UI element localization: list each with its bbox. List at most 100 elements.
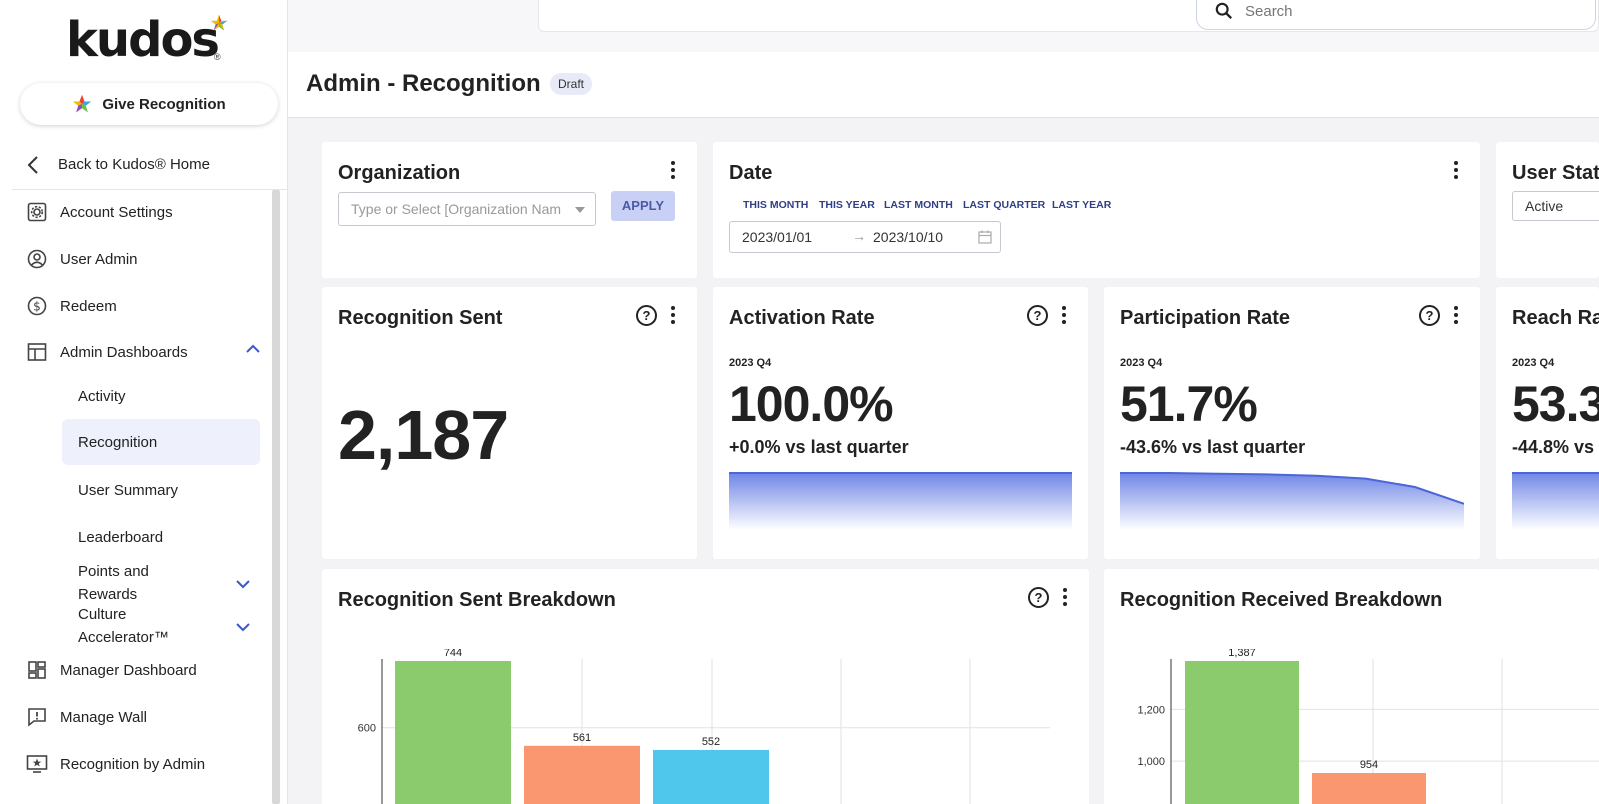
sidebar-item-manager-dashboard[interactable]: Manager Dashboard: [26, 654, 262, 686]
start-date[interactable]: 2023/01/01: [742, 229, 813, 245]
recognition-received-breakdown-card: Recognition Received Breakdown 1,200 1,00…: [1104, 569, 1599, 804]
chevron-down-icon[interactable]: [236, 579, 250, 589]
help-icon[interactable]: ?: [636, 305, 657, 326]
give-recognition-button[interactable]: Give Recognition: [20, 83, 278, 125]
card-title: Recognition Received Breakdown: [1120, 589, 1443, 611]
sidebar-item-redeem[interactable]: $ Redeem: [26, 290, 262, 322]
date-option-this-year[interactable]: THIS YEAR: [819, 199, 875, 211]
kudos-logo[interactable]: kudos ®: [66, 10, 236, 70]
period-label: 2023 Q4: [1512, 357, 1555, 369]
sidebar-item-manage-wall[interactable]: Manage Wall: [26, 701, 262, 733]
give-recognition-label: Give Recognition: [102, 95, 226, 113]
activation-sparkline: [729, 472, 1072, 530]
date-option-last-month[interactable]: LAST MONTH: [884, 199, 953, 211]
user-status-select[interactable]: Active: [1512, 191, 1599, 221]
organization-filter-card: Organization Type or Select [Organizatio…: [322, 142, 697, 278]
date-option-last-year[interactable]: LAST YEAR: [1052, 199, 1112, 211]
sidebar-item-admin-dashboards[interactable]: Admin Dashboards: [26, 336, 262, 368]
date-range-picker[interactable]: 2023/01/01 → 2023/10/10: [729, 221, 1001, 253]
sidebar-scrollbar[interactable]: [272, 190, 280, 804]
subitem-label-line1: Culture: [78, 606, 127, 623]
more-options-icon[interactable]: [668, 160, 678, 180]
bar: [395, 661, 511, 804]
sidebar-item-label: Redeem: [60, 297, 117, 315]
more-options-icon[interactable]: [1451, 305, 1461, 325]
more-options-icon[interactable]: [1451, 160, 1461, 180]
sent-breakdown-chart: 600 744 561 552: [358, 649, 1050, 804]
y-tick-label: 600: [358, 723, 376, 735]
subitem-label: User Summary: [78, 481, 179, 499]
card-title: Participation Rate: [1120, 307, 1291, 329]
data-label: 744: [444, 649, 462, 659]
back-to-home-link[interactable]: Back to Kudos® Home: [12, 140, 288, 190]
registered-mark: ®: [214, 52, 221, 62]
date-option-last-quarter[interactable]: LAST QUARTER: [963, 199, 1046, 211]
bar: [524, 745, 640, 804]
chevron-left-icon: [27, 155, 38, 174]
sidebar-item-account-settings[interactable]: Account Settings: [26, 196, 262, 228]
y-tick-label: 1,000: [1137, 756, 1165, 768]
search-icon: [1215, 2, 1233, 20]
date-option-this-month[interactable]: THIS MONTH: [743, 199, 809, 211]
more-options-icon[interactable]: [1059, 305, 1069, 325]
organization-select[interactable]: Type or Select [Organization Nam: [338, 192, 596, 226]
dollar-circle-icon: $: [26, 295, 48, 317]
y-tick-label: 1,200: [1137, 704, 1165, 716]
sidebar-item-label: Account Settings: [60, 203, 173, 221]
data-label: 552: [702, 736, 720, 748]
arrow-right-icon: →: [852, 228, 866, 244]
logo-star-icon: [210, 14, 228, 31]
card-title: Activation Rate: [729, 307, 875, 329]
search-box[interactable]: [1196, 0, 1596, 30]
organization-placeholder: Type or Select [Organization Nam: [351, 201, 562, 217]
sidebar-subitem-culture-accelerator[interactable]: Culture Accelerator™: [78, 603, 198, 649]
help-icon[interactable]: ?: [1028, 587, 1049, 608]
sidebar-subitem-points-rewards[interactable]: Points and Rewards: [78, 560, 198, 606]
reach-sparkline: [1512, 472, 1599, 530]
bar: [1185, 661, 1299, 804]
sidebar-item-label: Admin Dashboards: [60, 343, 188, 361]
subitem-label: Activity: [78, 387, 126, 405]
help-icon[interactable]: ?: [1027, 305, 1048, 326]
caret-down-icon: [575, 207, 585, 213]
sidebar-item-label: Manager Dashboard: [60, 661, 197, 679]
data-label: 1,387: [1228, 649, 1256, 659]
recognition-sent-card: Recognition Sent ? 2,187: [322, 287, 697, 559]
recognition-sent-value: 2,187: [338, 396, 509, 474]
sidebar-subitem-user-summary[interactable]: User Summary: [62, 467, 260, 513]
help-icon[interactable]: ?: [1419, 305, 1440, 326]
participation-delta: -43.6% vs last quarter: [1120, 437, 1306, 457]
bar: [1312, 773, 1426, 804]
participation-sparkline: [1120, 472, 1464, 530]
more-options-icon[interactable]: [1060, 587, 1070, 607]
end-date[interactable]: 2023/10/10: [873, 229, 944, 245]
subitem-label-line2: Rewards: [78, 586, 138, 603]
sidebar-subitem-activity[interactable]: Activity: [62, 373, 260, 419]
reach-rate-card: Reach Ra 2023 Q4 53.3 -44.8% vs la: [1496, 287, 1599, 559]
back-link-label: Back to Kudos® Home: [58, 156, 210, 173]
more-options-icon[interactable]: [668, 305, 678, 325]
recognition-sent-breakdown-card: Recognition Sent Breakdown ? 600 744 561 55…: [322, 569, 1089, 804]
sidebar-item-user-admin[interactable]: User Admin: [26, 243, 262, 275]
multicolor-star-icon: [73, 94, 92, 113]
sparkline-area: [729, 473, 1072, 530]
gear-icon: [26, 201, 48, 223]
date-filter-card: Date THIS MONTH THIS YEAR LAST MONTH LAS…: [713, 142, 1480, 278]
logo-wordmark: kudos: [66, 12, 220, 68]
activation-rate-card: Activation Rate ? 2023 Q4 100.0% +0.0% v…: [713, 287, 1088, 559]
chevron-down-icon[interactable]: [236, 622, 250, 632]
activation-delta: +0.0% vs last quarter: [729, 437, 909, 457]
subitem-label: Recognition: [78, 433, 158, 451]
sidebar-item-recognition-by-admin[interactable]: Recognition by Admin: [26, 748, 262, 780]
sidebar-subitem-recognition[interactable]: Recognition: [62, 419, 260, 465]
sidebar-subitem-leaderboard[interactable]: Leaderboard: [62, 514, 260, 560]
apply-button[interactable]: APPLY: [611, 191, 675, 221]
search-input[interactable]: [1245, 2, 1545, 20]
user-circle-icon: [26, 248, 48, 270]
chevron-up-icon[interactable]: [246, 344, 260, 354]
data-label: 954: [1360, 759, 1378, 771]
subitem-label-line1: Points and: [78, 563, 149, 580]
user-status-filter-card: User Stat Active: [1496, 142, 1599, 278]
sidebar-item-label: Manage Wall: [60, 708, 147, 726]
page-title: Admin - Recognition: [306, 70, 541, 97]
